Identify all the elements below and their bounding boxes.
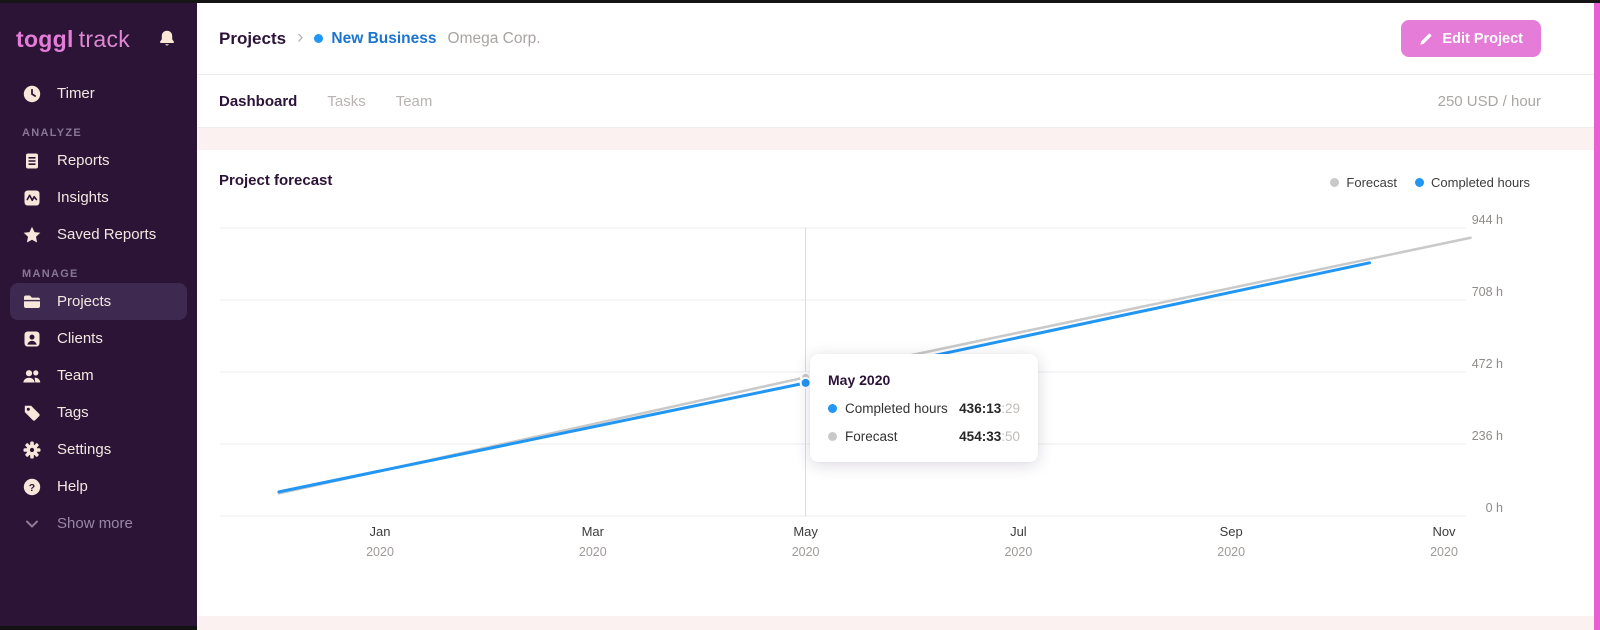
sidebar: toggl track Timer ANALYZE Reports Insight…: [0, 0, 197, 630]
gear-icon: [22, 440, 42, 460]
breadcrumb: Projects › New Business Omega Corp.: [219, 26, 541, 49]
chevron-right-icon: ›: [297, 26, 304, 48]
legend-dot-completed: [1415, 178, 1424, 187]
y-axis-label: 944 h: [1471, 213, 1503, 227]
sidebar-item-label: Projects: [57, 293, 112, 310]
chart-legend: Forecast Completed hours: [1330, 175, 1530, 190]
tooltip-dot-forecast: [828, 432, 837, 441]
bell-icon[interactable]: [157, 29, 177, 49]
chart-title: Project forecast: [219, 172, 333, 189]
sidebar-item-label: Settings: [57, 441, 112, 458]
clock-icon: [22, 84, 42, 104]
legend-completed-hours[interactable]: Completed hours: [1415, 175, 1530, 190]
sidebar-item-saved-reports[interactable]: Saved Reports: [0, 216, 197, 253]
y-axis-label: 236 h: [1471, 429, 1503, 443]
tooltip-row-forecast: Forecast 454:33:50: [828, 429, 1020, 444]
x-axis-year-label: 2020: [791, 545, 820, 559]
legend-dot-forecast: [1330, 178, 1340, 187]
tooltip-forecast-label: Forecast: [845, 429, 898, 444]
edit-project-button[interactable]: Edit Project: [1401, 20, 1541, 57]
client-icon: [22, 329, 42, 349]
legend-forecast[interactable]: Forecast: [1330, 175, 1397, 190]
sidebar-item-projects[interactable]: Projects: [10, 283, 187, 320]
x-axis-year-label: 2020: [366, 545, 394, 559]
sidebar-item-clients[interactable]: Clients: [0, 320, 197, 357]
sidebar-item-team[interactable]: Team: [0, 357, 197, 394]
sidebar-section-manage: MANAGE: [22, 268, 79, 280]
sidebar-logo-row: toggl track: [0, 0, 197, 75]
sidebar-item-settings[interactable]: Settings: [0, 431, 197, 468]
billable-rate: 250 USD / hour: [1437, 92, 1541, 110]
project-color-dot: [314, 34, 324, 43]
window-right-edge-strip: [1594, 0, 1600, 630]
window-top-edge: [0, 0, 1600, 3]
x-axis-month-label: Jan: [369, 524, 391, 539]
tooltip-dot-completed: [828, 404, 837, 413]
sidebar-item-tags[interactable]: Tags: [0, 394, 197, 431]
x-axis-year-label: 2020: [1217, 545, 1246, 559]
main-content: Projects › New Business Omega Corp. Edit…: [197, 3, 1600, 630]
x-axis-month-label: May: [793, 524, 818, 539]
x-axis-month-label: Mar: [581, 524, 604, 539]
tooltip-row-completed: Completed hours 436:13:29: [828, 401, 1020, 416]
chart-tooltip: May 2020 Completed hours 436:13:29 Forec…: [810, 354, 1038, 462]
reports-icon: [22, 151, 42, 171]
tooltip-forecast-value: 454:33:50: [959, 429, 1020, 444]
sidebar-item-label: Team: [57, 367, 94, 384]
x-axis-year-label: 2020: [1004, 545, 1033, 559]
pencil-icon: [1419, 32, 1433, 46]
x-axis-month-label: Nov: [1432, 524, 1456, 539]
svg-text:?: ?: [29, 481, 35, 493]
toggl-track-logo[interactable]: toggl track: [16, 26, 130, 53]
project-tabs: Dashboard Tasks Team 250 USD / hour: [197, 75, 1600, 128]
sidebar-item-label: Help: [57, 478, 88, 495]
sidebar-item-reports[interactable]: Reports: [0, 142, 197, 179]
sidebar-item-label: Saved Reports: [57, 226, 157, 243]
sidebar-item-label: Reports: [57, 152, 110, 169]
sidebar-item-label: Insights: [57, 189, 109, 206]
tab-team[interactable]: Team: [395, 92, 433, 110]
folder-icon: [22, 292, 42, 312]
page-header: Projects › New Business Omega Corp. Edit…: [197, 3, 1600, 75]
x-axis-month-label: Sep: [1219, 524, 1243, 539]
y-axis-label: 472 h: [1471, 357, 1503, 371]
logo-toggl: toggl: [16, 25, 74, 52]
insights-icon: [22, 188, 42, 208]
show-more-label: Show more: [57, 515, 133, 532]
x-axis-month-label: Jul: [1010, 524, 1027, 539]
sidebar-item-label: Tags: [57, 404, 89, 421]
y-axis-label: 708 h: [1471, 285, 1503, 299]
sidebar-item-timer[interactable]: Timer: [0, 75, 197, 112]
legend-forecast-label: Forecast: [1346, 175, 1397, 190]
tab-tasks[interactable]: Tasks: [327, 92, 366, 110]
tooltip-completed-value: 436:13:29: [959, 401, 1020, 416]
x-axis-year-label: 2020: [578, 545, 607, 559]
sidebar-show-more[interactable]: Show more: [0, 505, 197, 542]
tag-icon: [22, 403, 42, 423]
sidebar-section-analyze: ANALYZE: [22, 127, 83, 139]
x-axis-year-label: 2020: [1430, 545, 1458, 559]
sidebar-item-help[interactable]: ? Help: [0, 468, 197, 505]
chevron-down-icon: [22, 514, 42, 534]
edit-project-label: Edit Project: [1442, 30, 1523, 47]
tab-dashboard[interactable]: Dashboard: [219, 92, 298, 110]
forecast-chart-plot[interactable]: [197, 150, 1594, 616]
logo-track: track: [78, 25, 131, 52]
breadcrumb-project-name[interactable]: New Business: [331, 29, 437, 47]
star-icon: [22, 225, 42, 245]
sidebar-item-label: Timer: [57, 85, 95, 102]
legend-completed-label: Completed hours: [1431, 175, 1530, 190]
breadcrumb-projects-link[interactable]: Projects: [219, 28, 287, 48]
breadcrumb-client-name: Omega Corp.: [447, 29, 541, 47]
y-axis-label: 0 h: [1485, 501, 1503, 515]
tooltip-completed-label: Completed hours: [845, 401, 948, 416]
help-icon: ?: [22, 477, 42, 497]
tooltip-title: May 2020: [828, 372, 891, 388]
project-forecast-card: Project forecast Forecast Completed hour…: [197, 150, 1594, 616]
sidebar-item-label: Clients: [57, 330, 103, 347]
content-background: Project forecast Forecast Completed hour…: [197, 128, 1600, 630]
sidebar-item-insights[interactable]: Insights: [0, 179, 197, 216]
team-icon: [22, 366, 42, 386]
